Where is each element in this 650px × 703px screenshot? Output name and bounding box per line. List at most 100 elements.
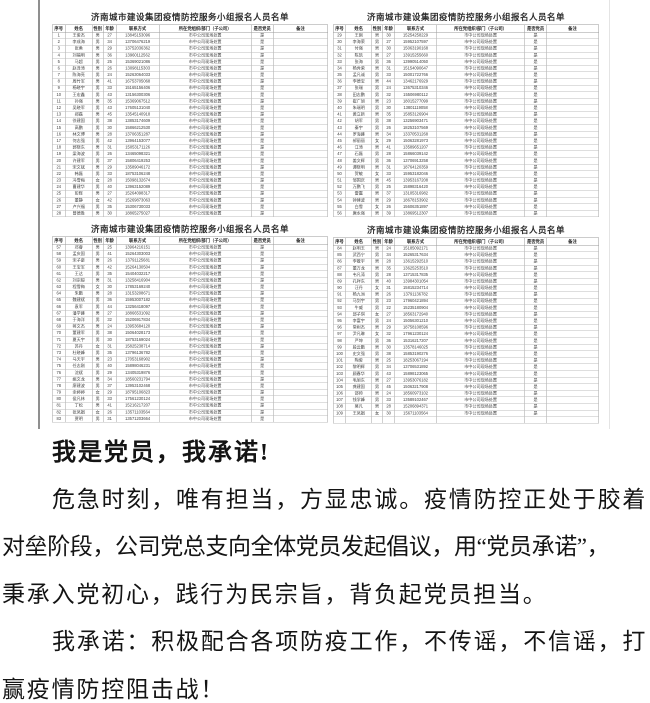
- table-cell: 13675310346: [394, 85, 437, 92]
- table-cell: 13578146025: [394, 344, 437, 352]
- table-row: 49 谭晓明男 31 18764120359 市中公司现场处置是: [333, 164, 600, 171]
- table-cell: 市中公司现场处置: [435, 104, 526, 112]
- table-cell: 44: [382, 78, 396, 86]
- paragraph-line: 对垒阶段，公司党总支向全体党员发起倡议，用“党员承诺”，: [2, 534, 610, 559]
- table-cell: 15506980112: [394, 91, 437, 99]
- table-row: 40 朱瑞明男 30 13801119058 市中公司现场处置是: [333, 104, 600, 112]
- roster-table-page-2: 济南城市建设集团疫情防控服务小组报名人员名单 序号 姓名 性别 年龄 联系方式 所在党组织…: [333, 12, 600, 218]
- table-cell: 38: [382, 350, 396, 358]
- table-row: 20 许建军男 37 15806419253 市中公司现场处置是: [52, 157, 329, 165]
- table-row: 42 胡军男 38 13256903471 市中公司现场处置是: [333, 117, 600, 125]
- table-row: 38 田志鹏男 32 15506980112 市中公司现场处置是: [333, 91, 600, 99]
- table-cell: 市中公司现场处置: [158, 65, 252, 73]
- table-cell: 70: [52, 329, 66, 337]
- table-cell: 13953102468: [115, 382, 160, 390]
- table-cell: 是: [524, 337, 547, 345]
- table-cell: 18764120359: [394, 164, 437, 171]
- table-cell: [272, 85, 329, 92]
- table-cell: 市中公司现场处置: [158, 32, 252, 40]
- table-cell: 是: [250, 85, 274, 92]
- table-cell: 35: [102, 203, 117, 211]
- table-cell: 91: [333, 291, 346, 299]
- table-cell: 13589651207: [394, 144, 437, 152]
- table-row: 10 王宏鑫男 43 13156300306 市中公司现场处置是: [52, 91, 329, 99]
- table-cell: 邵帅: [345, 390, 372, 398]
- table-row: 100 史文强男 38 15853190276 市中公司现场处置是: [333, 350, 600, 358]
- table-cell: 15898316420: [394, 183, 437, 191]
- table-cell: 男: [91, 356, 104, 364]
- table-cell: 市中公司现场处置: [158, 111, 252, 119]
- table-cell: 市中公司现场处置: [158, 170, 252, 178]
- table-cell: 男: [91, 71, 104, 79]
- table-cell: 男: [91, 170, 104, 178]
- table-cell: 101: [333, 357, 346, 365]
- column-header: 性别: [371, 237, 383, 246]
- table-cell: 是: [524, 210, 547, 218]
- table-cell: 是: [250, 98, 274, 106]
- table-cell: 13: [52, 111, 66, 119]
- table-cell: 是: [524, 150, 547, 158]
- table-cell: 市中公司现场处置: [158, 290, 252, 298]
- table-row: 58 孟庆国男 41 15264303003 市中公司现场处置是: [52, 250, 329, 258]
- table-cell: 13801119058: [394, 104, 437, 112]
- table-cell: [545, 197, 600, 204]
- table-cell: [524, 416, 547, 424]
- table-cell: 男: [91, 349, 104, 357]
- roster-table: 序号 姓名 性别 年龄 联系方式 所在党组织/部门（子公司） 是否党员 备注 1 王俊杰男 27 13…: [52, 24, 329, 218]
- table-cell: 92: [333, 298, 346, 305]
- table-cell: 男: [91, 336, 104, 344]
- table-cell: 79: [52, 389, 66, 397]
- table-cell: 109: [333, 410, 346, 417]
- table-cell: [272, 210, 329, 218]
- table-cell: 42: [333, 117, 346, 125]
- table-cell: 男: [371, 131, 383, 139]
- column-header: 年龄: [382, 237, 396, 246]
- table-cell: 37: [333, 85, 346, 92]
- table-cell: 男: [371, 91, 383, 99]
- table-cell: 男: [371, 65, 383, 73]
- table-cell: 男: [91, 270, 104, 278]
- column-header: 性别: [91, 24, 104, 33]
- table-cell: 市中公司现场处置: [435, 137, 526, 145]
- table-cell: 13964153077: [115, 137, 160, 145]
- table-cell: 40: [333, 104, 346, 112]
- table-cell: [272, 369, 329, 377]
- table-cell: 市中公司现场处置: [435, 58, 526, 66]
- table-row: 21 宋文斌男 29 13589046172 市中公司现场处置是: [52, 164, 329, 171]
- table-cell: 31: [382, 65, 396, 73]
- table-cell: 59: [52, 257, 66, 265]
- table-cell: 18866531092: [115, 310, 160, 318]
- table-cell: 郝丽丽: [345, 137, 372, 145]
- table-cell: 男: [371, 144, 383, 152]
- table-cell: [545, 117, 600, 125]
- table-cell: 是: [250, 336, 274, 344]
- table-cell: 男: [371, 383, 383, 391]
- table-cell: 女: [371, 284, 383, 292]
- roster-table: 序号 姓名 性别 年龄 联系方式 所在党组织/部门（子公司） 是否党员 备注 29 王刚男 30 15…: [333, 24, 600, 218]
- table-cell: 13545140918: [115, 111, 160, 119]
- table-cell: 男: [371, 363, 383, 371]
- table-cell: 陈海亮: [64, 71, 93, 79]
- table-cell: [545, 170, 600, 178]
- table-cell: [272, 257, 329, 265]
- table-cell: 105: [333, 383, 346, 391]
- table-row: 68 于海洋男 32 15206917834 市中公司现场处置是: [52, 316, 329, 324]
- table-cell: 15825238714: [115, 343, 160, 351]
- table-cell: 34: [333, 65, 346, 73]
- table-cell: 52: [333, 183, 346, 191]
- table-row: 50 贺敏女 33 15953182046 市中公司现场处置是: [333, 170, 600, 178]
- table-cell: 24: [52, 183, 66, 191]
- table-cell: [545, 330, 600, 338]
- table-row: 24 曹建华男 40 13963152089 市中公司现场处置是: [52, 183, 329, 191]
- table-row: 106 邵帅男 24 18560973102 市中公司现场处置是: [333, 390, 600, 398]
- column-header: 是否党员: [250, 236, 274, 245]
- table-cell: 是: [250, 58, 274, 66]
- table-cell: 王俊杰: [64, 32, 93, 40]
- table-cell: 35: [102, 98, 117, 106]
- table-cell: 32: [102, 316, 117, 324]
- table-cell: 是: [250, 369, 274, 377]
- table-cell: 黄立新: [345, 111, 372, 119]
- table-cell: 28: [382, 258, 396, 266]
- table-row: 92 马剑宇男 23 17960421894 市中公司现场处置是: [333, 298, 600, 305]
- table-cell: 15185092171: [394, 245, 437, 253]
